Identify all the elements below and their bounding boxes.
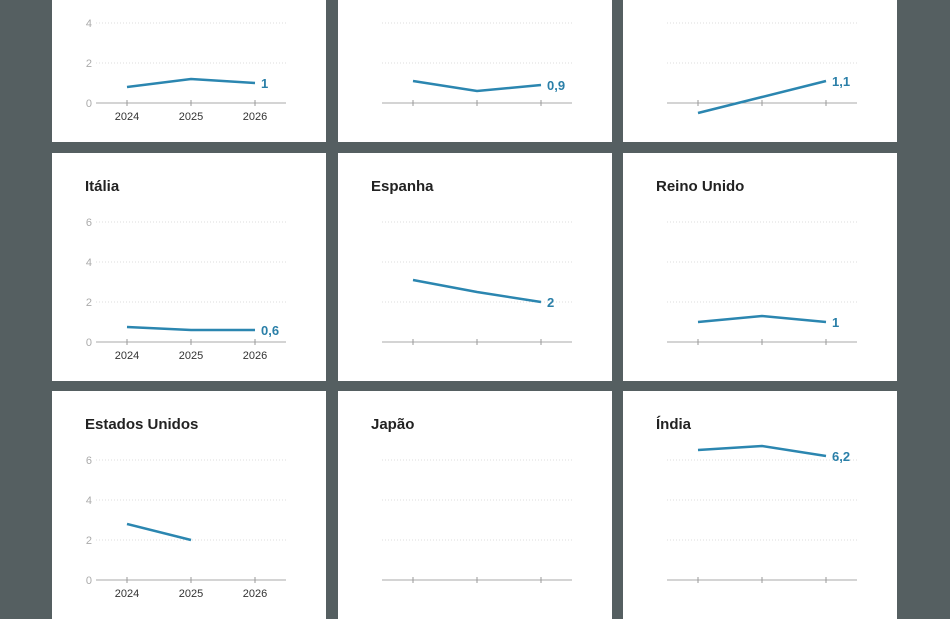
- series-line: [127, 327, 255, 330]
- y-tick-label: 2: [86, 297, 92, 309]
- chart-panel: 02462024202520261: [52, 0, 326, 142]
- chart-panel: 1,1: [623, 0, 897, 142]
- x-tick-label: 2025: [179, 588, 203, 600]
- x-tick-label: 2026: [243, 111, 267, 123]
- panel-plot: 0 2 4 6 2024 2025 2026: [52, 391, 326, 619]
- y-tick-label: 2: [86, 535, 92, 547]
- end-value-label: 1,1: [832, 74, 850, 89]
- end-value-label: 1: [832, 315, 839, 330]
- chart-panel: 0,9: [338, 0, 612, 142]
- series-line: [413, 81, 541, 91]
- series-line: [698, 446, 826, 456]
- series-line: [413, 280, 541, 302]
- series-line: [127, 79, 255, 87]
- x-tick-label: 2025: [179, 350, 203, 362]
- series-line: [698, 316, 826, 322]
- chart-panel: Japão: [338, 391, 612, 619]
- panel-plot: [338, 391, 612, 619]
- y-tick-label: 6: [86, 217, 92, 229]
- x-tick-label: 2025: [179, 111, 203, 123]
- panel-plot: 0,9: [338, 0, 612, 142]
- x-tick-label: 2024: [115, 350, 139, 362]
- x-tick-label: 2026: [243, 588, 267, 600]
- end-value-label: 6,2: [832, 449, 850, 464]
- panel-plot: 2: [338, 153, 612, 381]
- end-value-label: 0,6: [261, 323, 279, 338]
- y-tick-label: 0: [86, 337, 92, 349]
- x-tick-label: 2024: [115, 588, 139, 600]
- x-tick-label: 2024: [115, 111, 139, 123]
- y-tick-label: 0: [86, 98, 92, 110]
- x-tick-label: 2026: [243, 350, 267, 362]
- y-tick-label: 4: [86, 495, 92, 507]
- end-value-label: 1: [261, 76, 268, 91]
- panel-plot: 02462024202520261: [52, 0, 326, 142]
- y-tick-label: 6: [86, 455, 92, 467]
- panel-plot: 1: [623, 153, 897, 381]
- panel-plot: 0 2 4 6 2024 2025 2026 0,6: [52, 153, 326, 381]
- y-tick-label: 0: [86, 575, 92, 587]
- series-line: [127, 524, 191, 540]
- end-value-label: 0,9: [547, 78, 565, 93]
- y-tick-label: 4: [86, 18, 92, 30]
- end-value-label: 2: [547, 295, 554, 310]
- y-tick-label: 4: [86, 257, 92, 269]
- y-tick-label: 2: [86, 58, 92, 70]
- panel-plot: 1,1: [623, 0, 897, 142]
- panel-plot: 6,2: [623, 391, 897, 619]
